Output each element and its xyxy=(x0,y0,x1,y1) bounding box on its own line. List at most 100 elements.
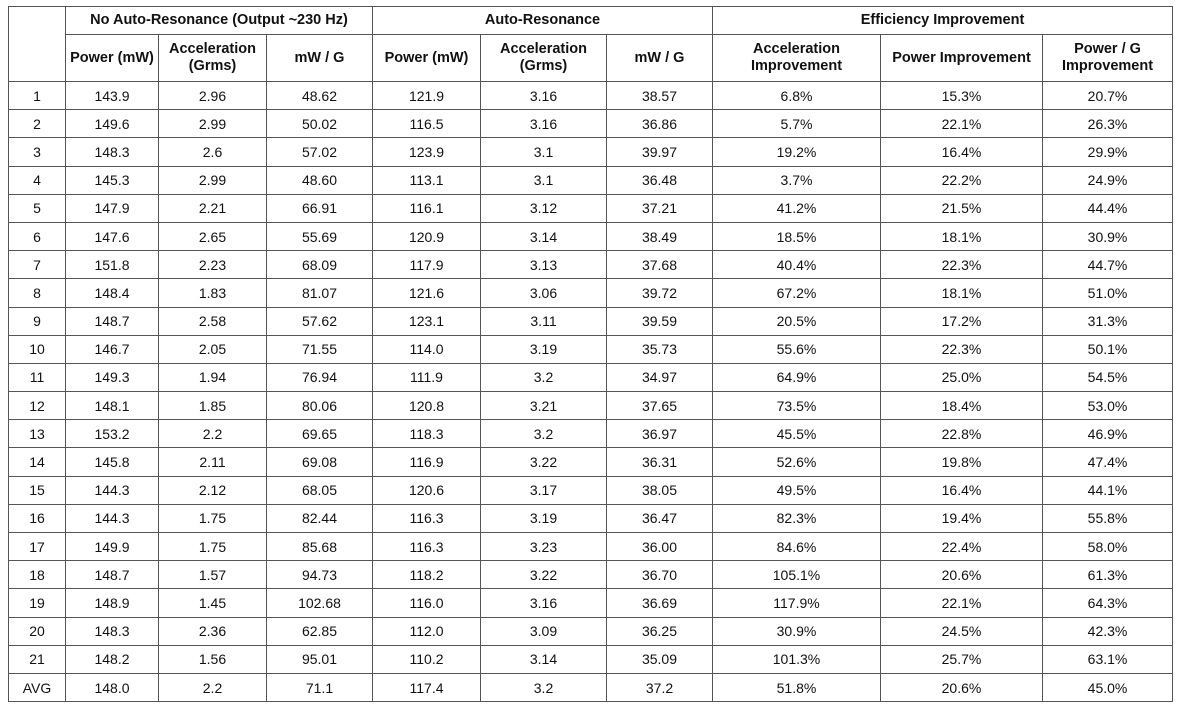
table-cell: 3.19 xyxy=(480,334,607,364)
table-row: 5 147.9 2.21 66.91 116.1 3.12 37.21 41.2% 21.5% 4… xyxy=(8,193,1174,223)
table-cell: 121.9 xyxy=(372,80,481,111)
table-cell: 110.2 xyxy=(372,644,481,674)
row-label: 1 xyxy=(8,80,66,111)
table-cell: 39.97 xyxy=(606,137,713,167)
table-cell: 38.49 xyxy=(606,221,713,252)
table-cell: 148.7 xyxy=(65,560,159,590)
table-cell: 20.6% xyxy=(880,672,1043,703)
table-cell: 3.13 xyxy=(480,250,607,280)
row-label: 13 xyxy=(8,419,66,449)
table-row: 12 148.1 1.85 80.06 120.8 3.21 37.65 73.5% 18.4%… xyxy=(8,391,1174,421)
table-cell: 148.9 xyxy=(65,588,159,618)
table-cell: 149.3 xyxy=(65,362,159,393)
table-row: 3 148.3 2.6 57.02 123.9 3.1 39.97 19.2% 16.4% 29.… xyxy=(8,137,1174,167)
table-cell: 2.36 xyxy=(158,616,267,646)
table-cell: 39.72 xyxy=(606,278,713,308)
table-cell: 35.09 xyxy=(606,644,713,674)
table-cell: 149.9 xyxy=(65,531,159,562)
table-cell: 49.5% xyxy=(712,475,881,505)
group-header-row: No Auto-Resonance (Output ~230 Hz) Auto-R… xyxy=(8,6,1174,82)
table-cell: 116.5 xyxy=(372,109,481,139)
table-cell: 48.60 xyxy=(266,165,373,195)
table-cell: 2.2 xyxy=(158,419,267,449)
row-label: 7 xyxy=(8,250,66,280)
table-cell: 22.8% xyxy=(880,419,1043,449)
table-cell: 116.3 xyxy=(372,503,481,534)
table-cell: 111.9 xyxy=(372,362,481,393)
table-cell: 3.2 xyxy=(480,672,607,703)
table-cell: 118.3 xyxy=(372,419,481,449)
row-label: 14 xyxy=(8,447,66,477)
table-cell: 19.4% xyxy=(880,503,1043,534)
table-cell: 45.5% xyxy=(712,419,881,449)
table-cell: 3.06 xyxy=(480,278,607,308)
table-cell: 80.06 xyxy=(266,391,373,421)
table-cell: 20.6% xyxy=(880,560,1043,590)
table-cell: 143.9 xyxy=(65,80,159,111)
table-cell: 2.21 xyxy=(158,193,267,223)
table-cell: 34.97 xyxy=(606,362,713,393)
table-cell: 25.7% xyxy=(880,644,1043,674)
table-cell: 36.48 xyxy=(606,165,713,195)
table-row: 9 148.7 2.58 57.62 123.1 3.11 39.59 20.5% 17.2% 3… xyxy=(8,306,1174,336)
table-cell: 148.3 xyxy=(65,137,159,167)
table-cell: 123.9 xyxy=(372,137,481,167)
table-cell: 84.6% xyxy=(712,531,881,562)
table-cell: 144.3 xyxy=(65,503,159,534)
table-cell: 120.9 xyxy=(372,221,481,252)
column-header: Power Improvement xyxy=(880,34,1043,82)
table-cell: 29.9% xyxy=(1041,137,1174,167)
row-label: 4 xyxy=(8,165,66,195)
table-cell: 82.3% xyxy=(712,503,881,534)
table-cell: 81.07 xyxy=(266,278,373,308)
table-cell: 1.75 xyxy=(158,503,267,534)
table-cell: 20.7% xyxy=(1041,80,1174,111)
table-cell: 67.2% xyxy=(712,278,881,308)
table-cell: 16.4% xyxy=(880,475,1043,505)
table-cell: 3.2 xyxy=(480,419,607,449)
table-cell: 20.5% xyxy=(712,306,881,336)
row-label: 3 xyxy=(8,137,66,167)
table-cell: 101.3% xyxy=(712,644,881,674)
table-cell: 37.2 xyxy=(606,672,713,703)
column-header-row: Power (mW) Acceleration (Grms) mW / G Power… xyxy=(9,34,1174,82)
table-cell: 117.9 xyxy=(372,250,481,280)
table-cell: 2.05 xyxy=(158,334,267,364)
table-cell: 105.1% xyxy=(712,560,881,590)
table-cell: 148.4 xyxy=(65,278,159,308)
table-cell: 2.2 xyxy=(158,672,267,703)
table-cell: 145.3 xyxy=(65,165,159,195)
table-row: 8 148.4 1.83 81.07 121.6 3.06 39.72 67.2% 18.1% 5… xyxy=(8,278,1174,308)
table-cell: 48.62 xyxy=(266,80,373,111)
table-cell: 85.68 xyxy=(266,531,373,562)
table-row: 14 145.8 2.11 69.08 116.9 3.22 36.31 52.6% 19.8%… xyxy=(8,447,1174,477)
table-cell: 3.1 xyxy=(480,137,607,167)
table-cell: 26.3% xyxy=(1041,109,1174,139)
table-cell: 30.9% xyxy=(1041,221,1174,252)
table-cell: 69.65 xyxy=(266,419,373,449)
table-cell: 22.3% xyxy=(880,334,1043,364)
table-cell: 46.9% xyxy=(1041,419,1174,449)
table-cell: 36.31 xyxy=(606,447,713,477)
table-cell: 3.7% xyxy=(712,165,881,195)
table-cell: 36.86 xyxy=(606,109,713,139)
table-cell: 36.47 xyxy=(606,503,713,534)
column-header: mW / G xyxy=(606,34,713,82)
table-cell: 61.3% xyxy=(1041,560,1174,590)
table-cell: 55.69 xyxy=(266,221,373,252)
table-cell: 44.7% xyxy=(1041,250,1174,280)
table-cell: 2.96 xyxy=(158,80,267,111)
table-cell: 37.21 xyxy=(606,193,713,223)
table-cell: 47.4% xyxy=(1041,447,1174,477)
table-cell: 94.73 xyxy=(266,560,373,590)
column-header: mW / G xyxy=(266,34,373,82)
table-row: 18 148.7 1.57 94.73 118.2 3.22 36.70 105.1% 20.6… xyxy=(8,560,1174,590)
table-cell: 2.58 xyxy=(158,306,267,336)
table-cell: 66.91 xyxy=(266,193,373,223)
table-cell: 62.85 xyxy=(266,616,373,646)
table-cell: 116.9 xyxy=(372,447,481,477)
table-row: 19 148.9 1.45 102.68 116.0 3.16 36.69 117.9% 22.… xyxy=(8,588,1174,618)
table-cell: 50.02 xyxy=(266,109,373,139)
table-cell: 31.3% xyxy=(1041,306,1174,336)
